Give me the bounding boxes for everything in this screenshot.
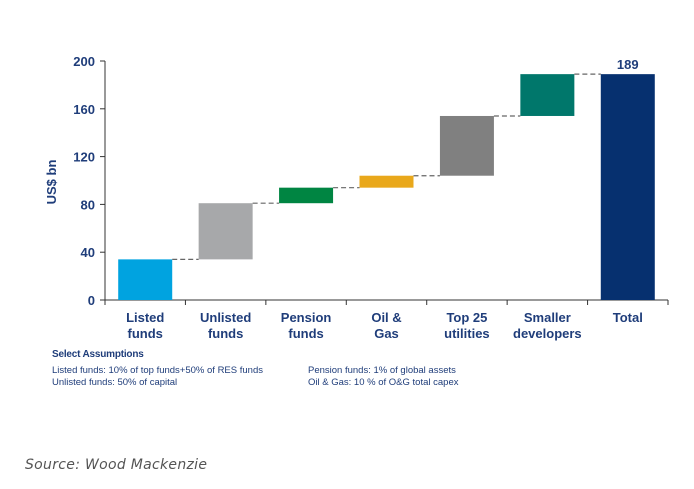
data-label-total: 189 (617, 57, 639, 72)
x-category-label: Oil & (371, 310, 401, 325)
y-tick-label: 40 (81, 245, 95, 260)
assumptions-column-1: Listed funds: 10% of top funds+50% of RE… (52, 365, 263, 389)
x-category-label: Unlisted (200, 310, 251, 325)
bar-listed-funds (118, 259, 173, 300)
bars (118, 74, 655, 301)
x-category-label: utilities (444, 326, 490, 341)
bar-top-25-utilities (439, 115, 494, 176)
x-category-label: funds (208, 326, 243, 341)
y-tick-label: 120 (73, 150, 95, 165)
assumption-oil-gas: Oil & Gas: 10 % of O&G total capex (308, 377, 459, 388)
bar-total (600, 74, 655, 301)
bar-unlisted-funds (198, 203, 253, 260)
x-category-label: funds (128, 326, 163, 341)
x-category-label: Smaller (524, 310, 571, 325)
x-category-label: Pension (281, 310, 332, 325)
x-category-label: Listed (126, 310, 164, 325)
x-category-label: Total (613, 310, 643, 325)
y-tick-label: 160 (73, 102, 95, 117)
assumptions-title: Select Assumptions (52, 349, 144, 360)
assumption-pension-funds: Pension funds: 1% of global assets (308, 365, 456, 376)
y-tick-label: 0 (88, 293, 95, 308)
bar-pension-funds (279, 187, 334, 204)
y-axis-label: US$ bn (44, 160, 59, 205)
connectors (172, 73, 601, 260)
labels: ListedfundsUnlistedfundsPensionfundsOil … (126, 57, 643, 341)
x-category-label: funds (288, 326, 323, 341)
assumption-unlisted-funds: Unlisted funds: 50% of capital (52, 377, 178, 388)
assumptions-column-2: Pension funds: 1% of global assets Oil &… (308, 365, 458, 389)
assumption-listed-funds: Listed funds: 10% of top funds+50% of RE… (52, 365, 263, 376)
source-note: Source: Wood Mackenzie (25, 457, 208, 473)
axes: 0 40 80 120 160 200 (73, 54, 669, 308)
x-category-label: Top 25 (446, 310, 487, 325)
bar-oil-gas (359, 175, 414, 188)
x-category-label: developers (513, 326, 582, 341)
x-category-label: Gas (374, 326, 399, 341)
y-tick-label: 80 (81, 197, 95, 212)
y-tick-label: 200 (73, 54, 95, 69)
bar-smaller-developers (520, 74, 575, 116)
